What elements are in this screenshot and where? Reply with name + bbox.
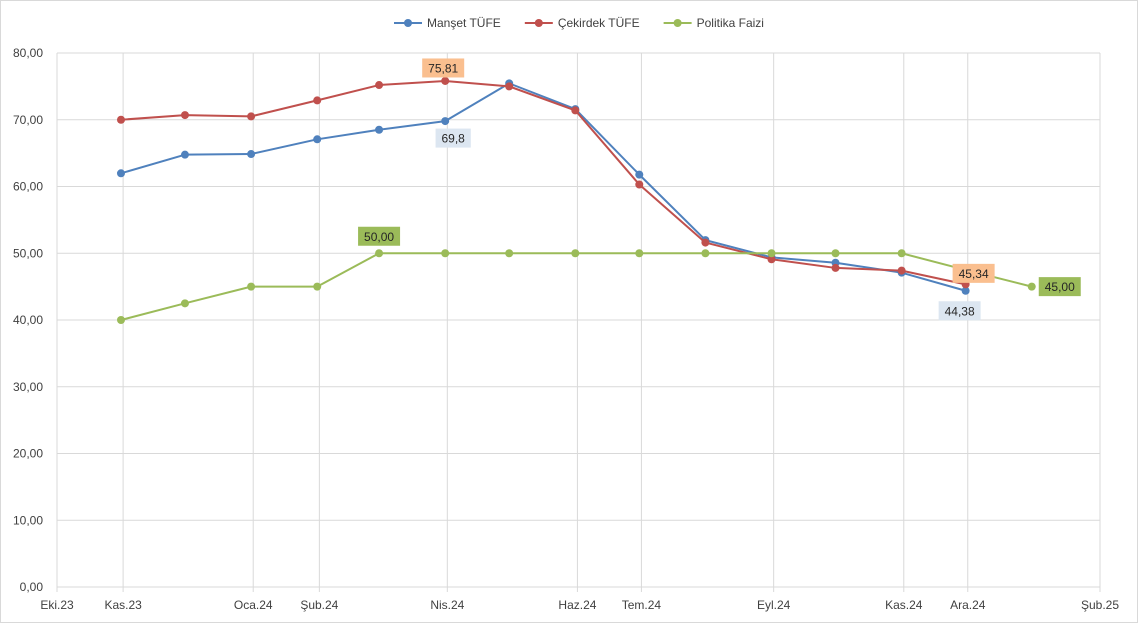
- data-label: 75,81: [428, 61, 458, 75]
- y-tick-label: 50,00: [13, 246, 43, 260]
- legend-item-1: Çekirdek TÜFE: [524, 16, 640, 30]
- legend-item-2: Politika Faizi: [663, 16, 764, 30]
- data-point: [313, 135, 322, 144]
- data-point: [116, 316, 125, 324]
- legend-label: Manşet TÜFE: [427, 16, 501, 30]
- data-point: [441, 117, 450, 126]
- data-point: [701, 238, 710, 247]
- y-tick-label: 20,00: [13, 447, 43, 461]
- data-point: [247, 112, 256, 121]
- data-point: [961, 286, 970, 295]
- data-point: [116, 115, 125, 124]
- legend: Manşet TÜFE Çekirdek TÜFE Politika Faizi: [394, 16, 764, 30]
- data-label: 50,00: [364, 230, 394, 244]
- data-point: [313, 282, 322, 291]
- data-point: [180, 150, 189, 159]
- data-point: [116, 169, 125, 178]
- data-point: [313, 96, 322, 105]
- data-label: 45,00: [1045, 280, 1075, 294]
- legend-swatch-marker: [673, 19, 682, 27]
- data-label-box: [952, 263, 995, 283]
- data-label-box: [358, 226, 401, 246]
- y-tick-label: 70,00: [13, 113, 43, 127]
- x-tick-label: Ara.24: [950, 598, 986, 612]
- x-tick-label: Oca.24: [234, 598, 273, 612]
- data-point: [635, 170, 644, 179]
- data-point: [375, 125, 384, 134]
- x-tick-label: Kas.23: [104, 598, 142, 612]
- data-label-box: [435, 128, 471, 148]
- data-point: [247, 282, 256, 291]
- data-point: [505, 82, 514, 91]
- data-point: [897, 249, 906, 258]
- data-point: [635, 249, 644, 258]
- data-point: [441, 249, 450, 258]
- data-point: [505, 249, 514, 258]
- y-tick-label: 0,00: [20, 580, 44, 594]
- series-line-0: [120, 82, 966, 292]
- data-point: [571, 106, 580, 115]
- legend-swatch-marker: [534, 19, 543, 27]
- series-layer: [116, 76, 1036, 324]
- data-point: [701, 249, 710, 258]
- data-point: [441, 76, 450, 85]
- data-point: [571, 249, 580, 258]
- series-line-2: [120, 252, 1032, 321]
- data-point: [180, 299, 189, 308]
- series-line-1: [120, 79, 966, 286]
- axis-layer: 0,00 10,00 20,00 30,00 40,00 50,00 60,00 70,00 8…: [13, 46, 1119, 612]
- x-tick-label: Şub.24: [300, 598, 338, 612]
- x-tick-label: Haz.24: [558, 598, 596, 612]
- data-label-box: [422, 58, 465, 78]
- x-tick-label: Eki.23: [40, 598, 74, 612]
- data-point: [831, 249, 840, 258]
- y-tick-label: 60,00: [13, 180, 43, 194]
- legend-item-0: Manşet TÜFE: [394, 16, 501, 30]
- y-tick-label: 80,00: [13, 46, 43, 60]
- data-point: [375, 249, 384, 258]
- x-tick-label: Eyl.24: [757, 598, 791, 612]
- data-label: 44,38: [945, 304, 975, 318]
- legend-label: Politika Faizi: [697, 16, 764, 30]
- x-tick-label: Nis.24: [430, 598, 464, 612]
- data-point: [767, 255, 776, 264]
- data-point: [180, 111, 189, 120]
- x-tick-label: Şub.25: [1081, 598, 1119, 612]
- data-point: [767, 249, 776, 258]
- data-label-box: [1038, 277, 1081, 297]
- data-point: [635, 180, 644, 189]
- data-label: 45,34: [959, 267, 989, 281]
- data-label: 69,8: [442, 132, 466, 146]
- data-point: [1027, 282, 1036, 291]
- data-point: [375, 81, 384, 90]
- x-tick-label: Tem.24: [622, 598, 662, 612]
- y-tick-label: 30,00: [13, 380, 43, 394]
- x-tick-label: Kas.24: [885, 598, 923, 612]
- legend-swatch-marker: [404, 19, 412, 27]
- data-label-box: [938, 301, 981, 321]
- y-tick-label: 10,00: [13, 513, 43, 527]
- data-point: [831, 263, 840, 272]
- y-tick-label: 40,00: [13, 313, 43, 327]
- legend-label: Çekirdek TÜFE: [558, 16, 640, 30]
- data-label-layer: 69,8 44,38 75,81 45,34 50,00 45,00: [358, 58, 1081, 321]
- data-point: [897, 266, 906, 275]
- data-point: [247, 150, 256, 159]
